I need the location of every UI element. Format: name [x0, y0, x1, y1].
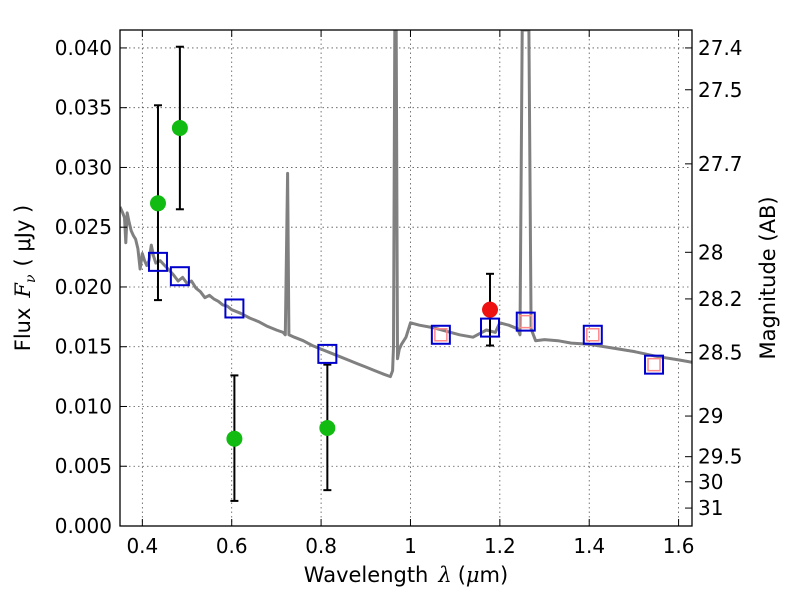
y-tick-label: 0.000	[55, 514, 112, 538]
spectrum-line	[120, 30, 692, 379]
right-tick-label: 29	[698, 404, 723, 428]
model-square	[582, 324, 603, 345]
y-tick-label: 0.015	[55, 335, 112, 359]
model-square	[644, 354, 665, 375]
x-axis-label: Wavelength λ (μm)	[304, 563, 508, 587]
right-tick-label: 27.5	[698, 78, 743, 102]
x-tick-label: 1	[404, 534, 417, 558]
x-tick-label: 1.2	[484, 534, 516, 558]
right-tick-label: 28.2	[698, 287, 743, 311]
data-point	[319, 419, 336, 436]
y-tick-label: 0.005	[55, 454, 112, 478]
data-point	[226, 430, 243, 447]
right-tick-label: 28	[698, 240, 723, 264]
data-point	[149, 195, 166, 212]
plot-frame	[119, 29, 693, 527]
model-square-inner	[647, 357, 661, 372]
model-square	[480, 317, 501, 338]
model-square	[224, 298, 245, 319]
model-square	[169, 266, 190, 287]
grid-lines	[120, 30, 692, 527]
right-tick-label: 31	[698, 496, 723, 520]
model-spectrum-layer	[120, 30, 692, 379]
x-tick-label: 1.4	[573, 534, 605, 558]
x-tick-label: 1.6	[663, 534, 695, 558]
model-square-inner	[519, 314, 533, 329]
y-tick-label: 0.025	[55, 215, 112, 239]
model-square	[317, 343, 338, 364]
right-tick-label: 27.7	[698, 152, 743, 176]
right-tick-label: 29.5	[698, 445, 743, 469]
y-tick-label: 0.030	[55, 155, 112, 179]
ticks-layer: 0.4 0.6 0.8 1 1.2 1.4 1.6 0.000 0.005 0.010 0.015 0…	[55, 30, 743, 558]
data-point	[171, 120, 188, 137]
x-tick-label: 0.6	[216, 534, 248, 558]
data-point	[482, 301, 499, 318]
markers-layer	[147, 120, 665, 447]
y-tick-label: 0.020	[55, 275, 112, 299]
model-square	[515, 311, 536, 332]
x-tick-label: 0.8	[305, 534, 337, 558]
right-tick-label: 27.4	[698, 36, 743, 60]
y-tick-label: 0.035	[55, 96, 112, 120]
y-axis-label: FluxFν( μJy )	[11, 205, 39, 351]
y-tick-label: 0.040	[55, 36, 112, 60]
model-square-inner	[586, 328, 600, 342]
x-tick-label: 0.4	[126, 534, 158, 558]
model-square	[147, 251, 168, 272]
model-square-inner	[434, 328, 448, 342]
right-tick-label: 28.5	[698, 341, 743, 365]
right-tick-label: 30	[698, 470, 723, 494]
model-square	[430, 324, 451, 345]
y-tick-label: 0.010	[55, 394, 112, 418]
y-axis-label-right: Magnitude (AB)	[756, 196, 780, 359]
